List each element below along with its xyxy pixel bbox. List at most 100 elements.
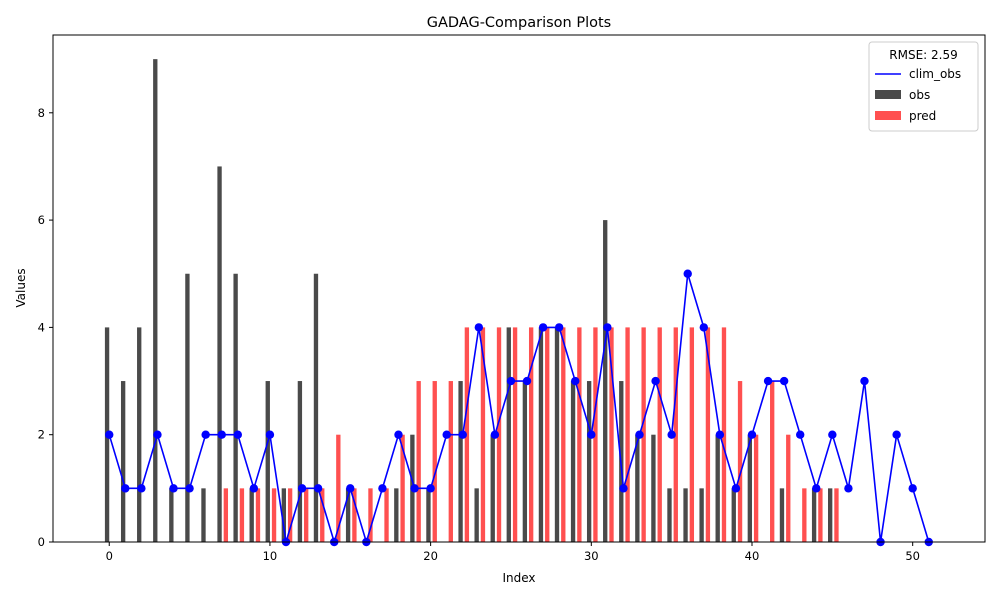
clim-obs-point: [747, 430, 757, 439]
legend-swatch-pred: [875, 111, 901, 120]
obs-bar: [458, 381, 463, 542]
pred-bar: [384, 488, 389, 542]
pred-bar: [287, 488, 293, 542]
y-axis-label: Values: [14, 268, 28, 307]
pred-bar: [802, 488, 807, 542]
pred-bar: [737, 381, 743, 542]
x-tick-label: 40: [745, 549, 760, 563]
clim-obs-point: [426, 484, 435, 493]
clim-obs-point: [667, 430, 676, 439]
obs-bar: [603, 220, 608, 542]
pred-bar: [561, 327, 566, 542]
clim-obs-point: [779, 376, 789, 386]
obs-bar: [426, 488, 431, 542]
clim-obs-point: [538, 323, 548, 332]
pred-bar: [480, 327, 486, 542]
pred-bar: [657, 327, 662, 542]
obs-bar: [313, 273, 319, 542]
obs-bar: [554, 327, 560, 542]
legend-label-obs: obs: [909, 88, 930, 102]
clim-obs-point: [651, 376, 660, 386]
clim-obs-point: [763, 376, 773, 386]
clim-obs-point: [683, 269, 692, 278]
clim-obs-point: [442, 430, 451, 439]
pred-bar: [528, 327, 534, 542]
obs-bar: [185, 273, 190, 542]
clim-obs-point: [169, 484, 178, 493]
clim-obs-point: [699, 323, 708, 332]
clim-obs-point: [121, 484, 130, 493]
pred-bar: [223, 488, 229, 542]
clim-obs-point: [410, 484, 419, 493]
clim-obs-point: [506, 376, 516, 386]
clim-obs-point: [378, 484, 387, 493]
clim-obs-point: [249, 484, 259, 493]
clim-obs-point: [828, 430, 837, 439]
clim-obs-point: [201, 430, 210, 439]
pred-bar: [271, 488, 277, 542]
pred-bar: [368, 488, 373, 542]
obs-bar: [137, 327, 142, 542]
obs-bar: [651, 434, 656, 542]
pred-bar: [609, 327, 614, 542]
pred-bar: [400, 434, 405, 542]
chart-title: GADAG-Comparison Plots: [427, 15, 612, 31]
obs-bar: [169, 488, 174, 542]
pred-bar: [336, 434, 341, 542]
clim-obs-point: [860, 376, 869, 386]
x-tick-label: 10: [263, 549, 278, 563]
y-tick-label: 4: [38, 320, 45, 334]
clim-obs-point: [587, 430, 596, 439]
clim-obs-point: [265, 430, 275, 439]
legend-title: RMSE: 2.59: [889, 48, 957, 62]
y-tick-label: 0: [38, 535, 45, 549]
pred-bar: [512, 327, 518, 542]
obs-bar: [667, 488, 672, 542]
clim-obs-point: [603, 323, 612, 332]
pred-bar: [818, 488, 823, 542]
obs-bar: [747, 434, 752, 542]
clim-obs-point: [812, 484, 821, 493]
legend-label-pred: pred: [909, 109, 936, 123]
pred-bar: [239, 488, 245, 542]
clim-obs-point: [217, 430, 226, 439]
x-tick-label: 20: [423, 549, 438, 563]
obs-bar: [120, 381, 126, 542]
clim-obs-point: [153, 430, 162, 439]
obs-bar: [233, 273, 238, 542]
obs-bar: [345, 488, 351, 542]
clim-obs-point: [394, 430, 403, 439]
pred-bar: [416, 381, 421, 542]
obs-bar: [474, 488, 479, 542]
pred-bar: [577, 327, 582, 542]
obs-bar: [828, 488, 833, 542]
obs-bar: [265, 381, 270, 542]
x-tick-label: 30: [584, 549, 599, 563]
legend-label-clim_obs: clim_obs: [909, 67, 961, 81]
clim-obs-point: [490, 430, 500, 439]
x-tick-label: 0: [106, 549, 113, 563]
plot-area: 0 10 20 30 40 50 0 2 4 6 8: [38, 34, 986, 563]
clim-obs-point: [297, 484, 307, 493]
obs-bar: [731, 488, 736, 542]
clim-obs-point: [844, 484, 853, 493]
pred-bar: [770, 381, 775, 542]
clim-obs-point: [458, 430, 467, 439]
y-tick-label: 6: [38, 213, 45, 227]
obs-bar: [297, 381, 303, 542]
clim-obs-point: [522, 376, 532, 386]
pred-bar: [753, 434, 759, 542]
obs-bar: [779, 488, 785, 542]
clim-obs-point: [313, 484, 323, 493]
clim-obs-point: [346, 484, 355, 493]
obs-bar: [811, 488, 817, 542]
x-axis-label: Index: [502, 571, 535, 585]
pred-bar: [304, 488, 309, 542]
obs-bar: [281, 488, 286, 542]
clim-obs-point: [185, 484, 194, 493]
obs-bar: [506, 327, 511, 542]
legend-box: [868, 41, 979, 132]
clim-obs-point: [619, 484, 628, 493]
pred-bar: [448, 381, 453, 542]
